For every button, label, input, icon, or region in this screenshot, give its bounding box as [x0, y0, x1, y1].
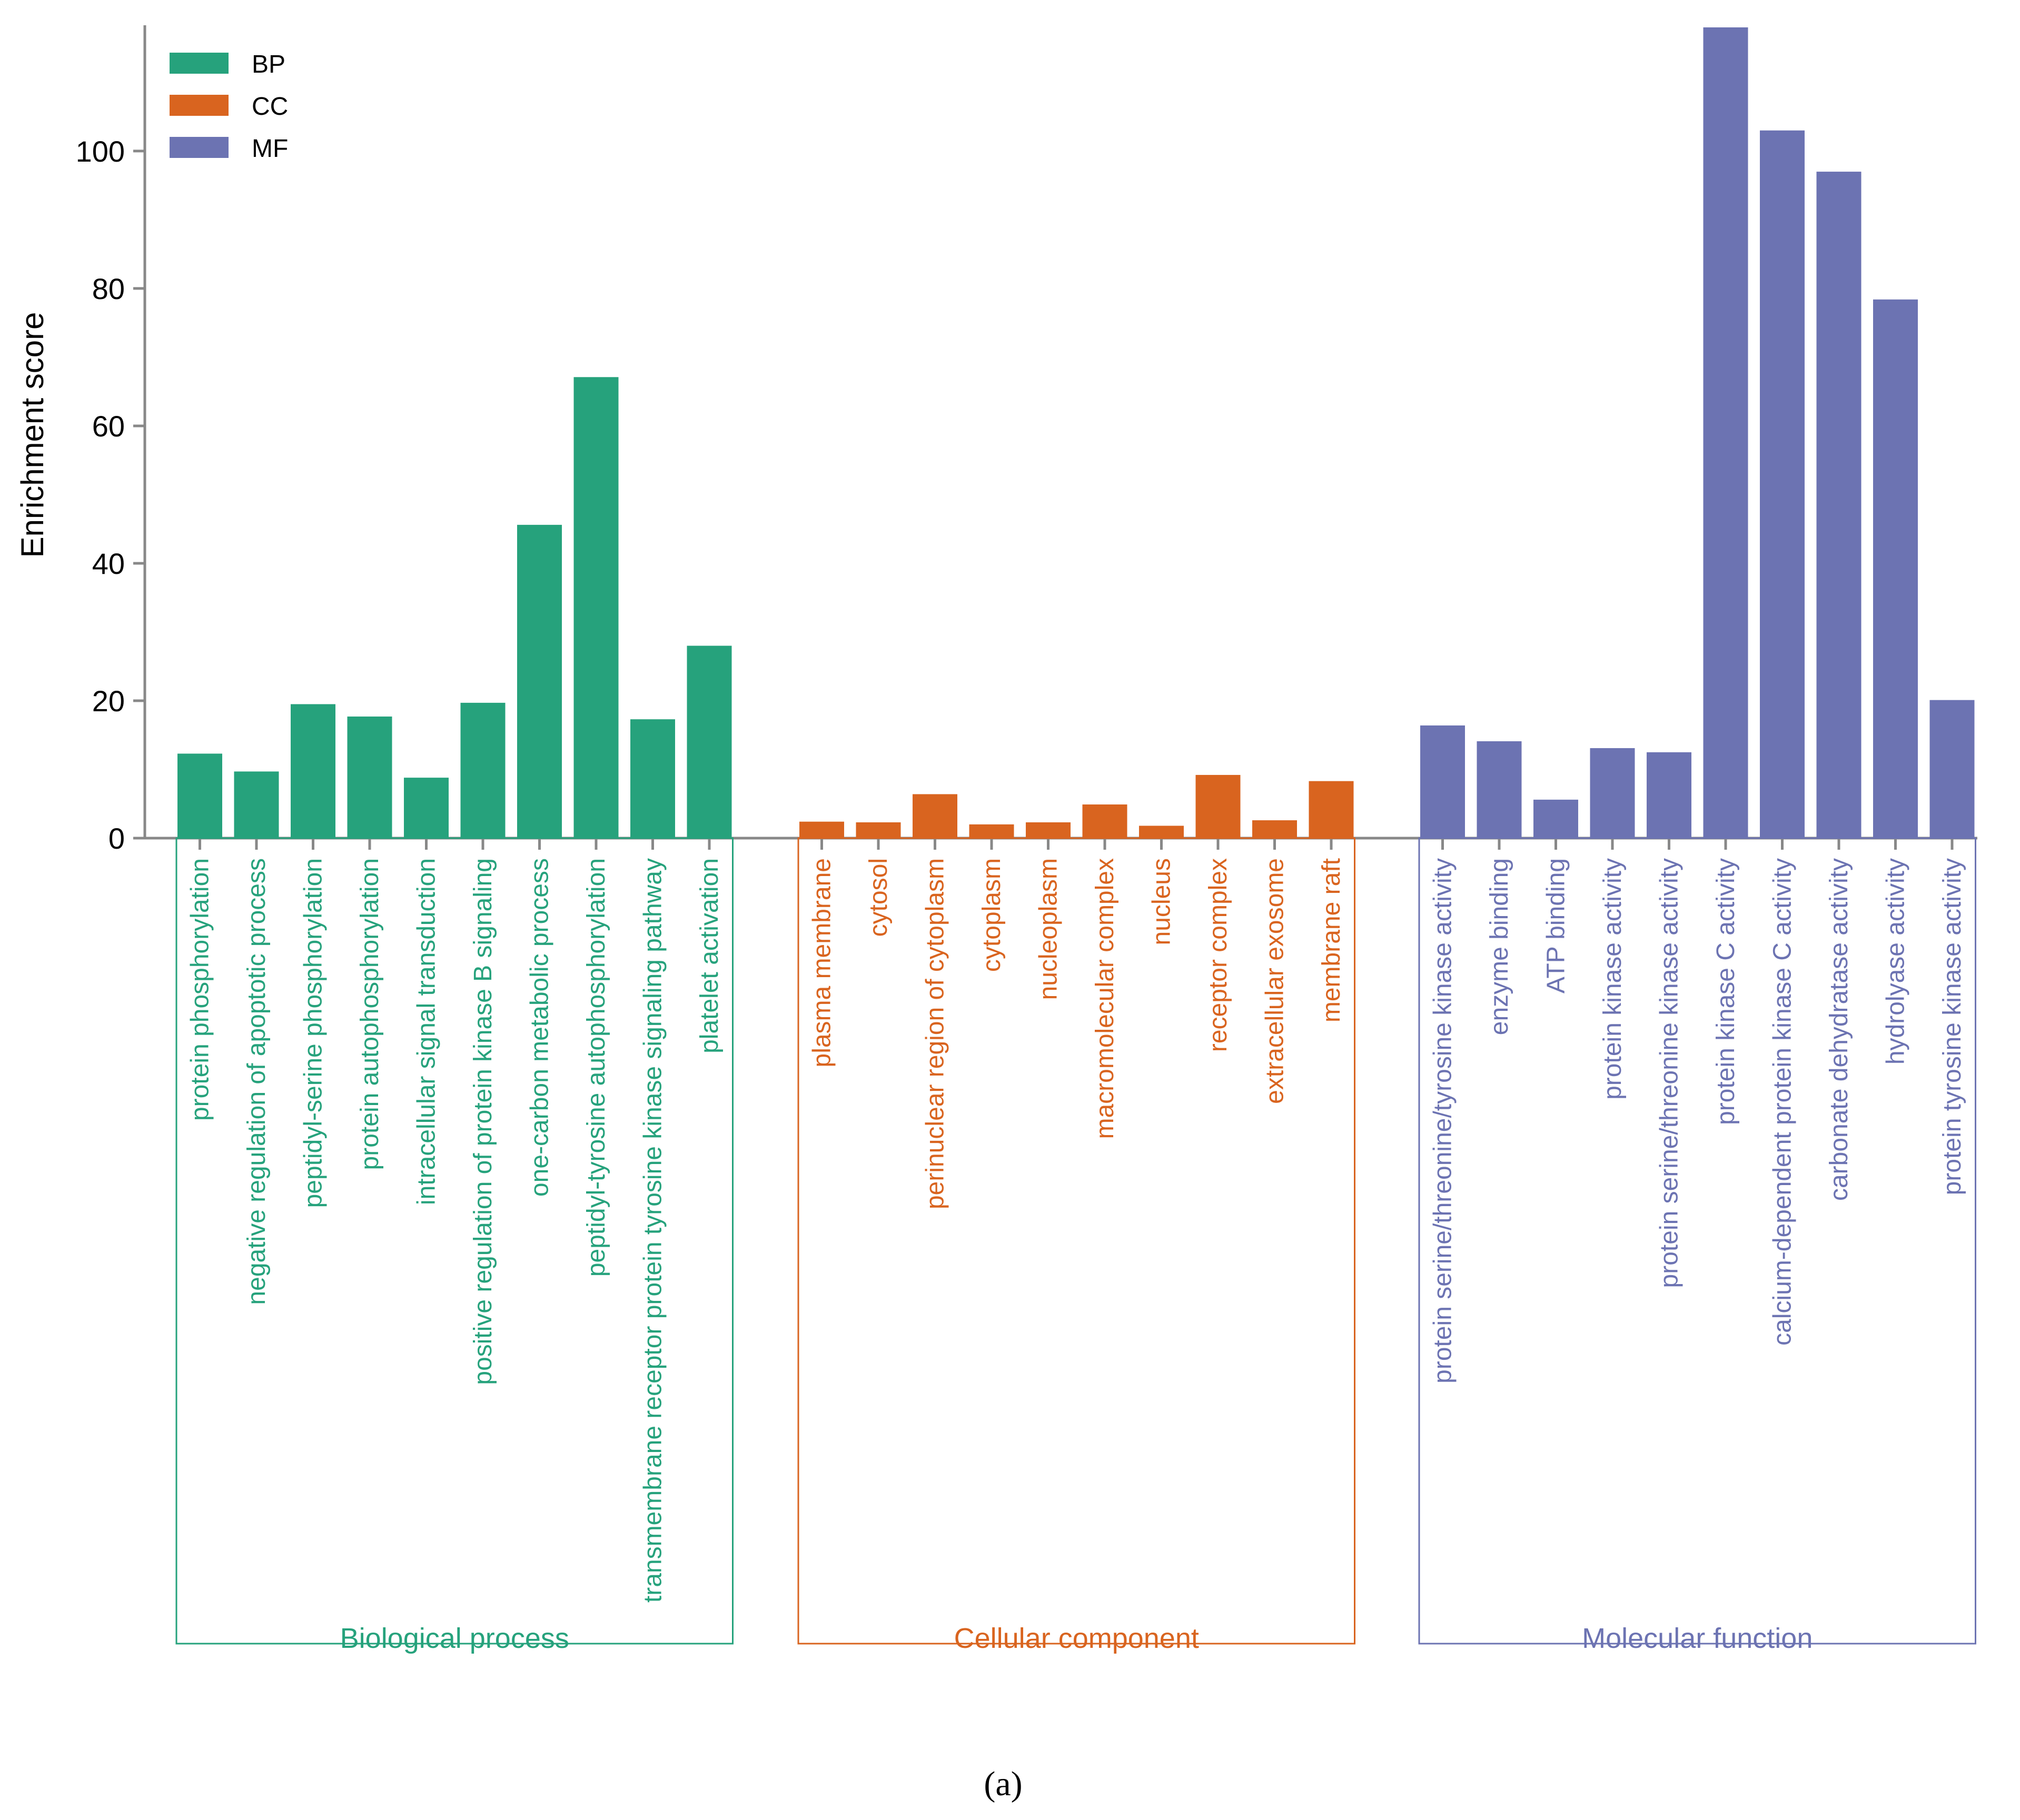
bar [913, 794, 957, 838]
bar [404, 778, 449, 838]
y-tick-label: 80 [92, 272, 125, 305]
x-tick-label: negative regulation of apoptotic process [243, 858, 271, 1305]
bar [177, 753, 222, 838]
x-tick-label: protein serine/threonine kinase activity [1656, 858, 1684, 1288]
x-tick-label: perinuclear region of cytoplasm [922, 858, 949, 1209]
legend-label: CC [252, 93, 288, 121]
bar [1590, 748, 1635, 838]
bar [1026, 822, 1071, 838]
bar [1309, 781, 1354, 838]
legend-layer: BP CC MF [170, 51, 288, 163]
x-tick-label: protein kinase C activity [1712, 858, 1740, 1125]
x-tick-label: protein serine/threonine/tyrosine kinase… [1429, 858, 1457, 1384]
legend-label: BP [252, 51, 285, 78]
legend-swatch [170, 137, 229, 158]
group-label: Biological process [340, 1623, 569, 1654]
bars-layer [177, 27, 1975, 839]
figure-caption: (a) [984, 1765, 1022, 1803]
bar [1533, 799, 1578, 838]
x-tick-label: enzyme binding [1486, 858, 1513, 1035]
x-tick-label: membrane raft [1318, 858, 1345, 1022]
bar [517, 524, 562, 838]
y-tick-label: 60 [92, 410, 125, 443]
bar [347, 717, 392, 838]
group-label: Cellular component [954, 1623, 1199, 1654]
bar [1929, 700, 1975, 838]
x-tick-label: positive regulation of protein kinase B … [469, 858, 497, 1385]
x-tick-label: platelet activation [696, 858, 724, 1053]
x-tick-label: protein autophosphorylation [356, 858, 384, 1170]
bar [856, 822, 901, 838]
group-label: Molecular function [1582, 1623, 1813, 1654]
bar [1195, 774, 1241, 838]
group-bracket [175, 837, 734, 1645]
y-tick-label: 20 [92, 684, 125, 718]
bar [234, 771, 279, 838]
x-tick-label: protein tyrosine kinase activity [1938, 858, 1966, 1195]
x-tick-label: carbonate dehydratase activity [1825, 858, 1853, 1201]
legend-label: MF [252, 135, 288, 163]
x-tick-label: protein phosphorylation [186, 858, 214, 1121]
y-axis-title: Enrichment score [15, 312, 50, 558]
x-tick-label: nucleoplasm [1035, 858, 1063, 1000]
x-tick-label: peptidyl-serine phosphorylation [300, 858, 328, 1208]
x-tick-label: macromolecular complex [1091, 858, 1119, 1139]
bar [1760, 130, 1805, 839]
bar [1477, 741, 1522, 838]
x-tick-label: intracellular signal transduction [413, 858, 441, 1205]
x-tick-label: one-carbon metabolic process [526, 858, 554, 1197]
x-tick-label: peptidyl-tyrosine autophosphorylation [582, 858, 610, 1277]
group-bracket [1418, 837, 1976, 1645]
labels-layer: protein phosphorylation negative regulati… [175, 837, 1976, 1654]
bar [969, 824, 1014, 838]
x-tick-label: cytosol [865, 858, 893, 937]
x-tick-label: nucleus [1148, 858, 1176, 945]
bar [1873, 299, 1918, 838]
bar [1252, 820, 1297, 838]
bar [1082, 804, 1127, 838]
x-tick-label: cytoplasm [978, 858, 1006, 972]
y-tick-label: 40 [92, 547, 125, 580]
legend-swatch [170, 53, 229, 74]
legend-swatch [170, 95, 229, 116]
x-tick-label: hydrolyase activity [1882, 858, 1910, 1065]
x-tick-label: calcium-dependent protein kinase C activ… [1769, 858, 1797, 1346]
bar [1420, 725, 1465, 838]
bar [1703, 27, 1748, 838]
bar [687, 645, 732, 838]
x-tick-label: protein kinase activity [1599, 858, 1627, 1100]
bar [460, 702, 506, 838]
x-tick-label: ATP binding [1542, 858, 1570, 993]
bar [291, 704, 335, 838]
x-tick-label: transmembrane receptor protein tyrosine … [639, 858, 667, 1603]
x-tick-label: receptor complex [1204, 858, 1232, 1052]
group-bracket [797, 837, 1355, 1645]
x-tick-label: extracellular exosome [1261, 858, 1289, 1104]
bar [1647, 752, 1691, 838]
bar [630, 719, 675, 838]
y-tick-label: 100 [76, 135, 125, 168]
bar [1139, 826, 1184, 838]
bar [1816, 172, 1861, 838]
x-tick-label: plasma membrane [808, 858, 836, 1068]
y-tick-label: 0 [108, 822, 125, 855]
bar [799, 821, 844, 838]
bar [573, 377, 619, 838]
